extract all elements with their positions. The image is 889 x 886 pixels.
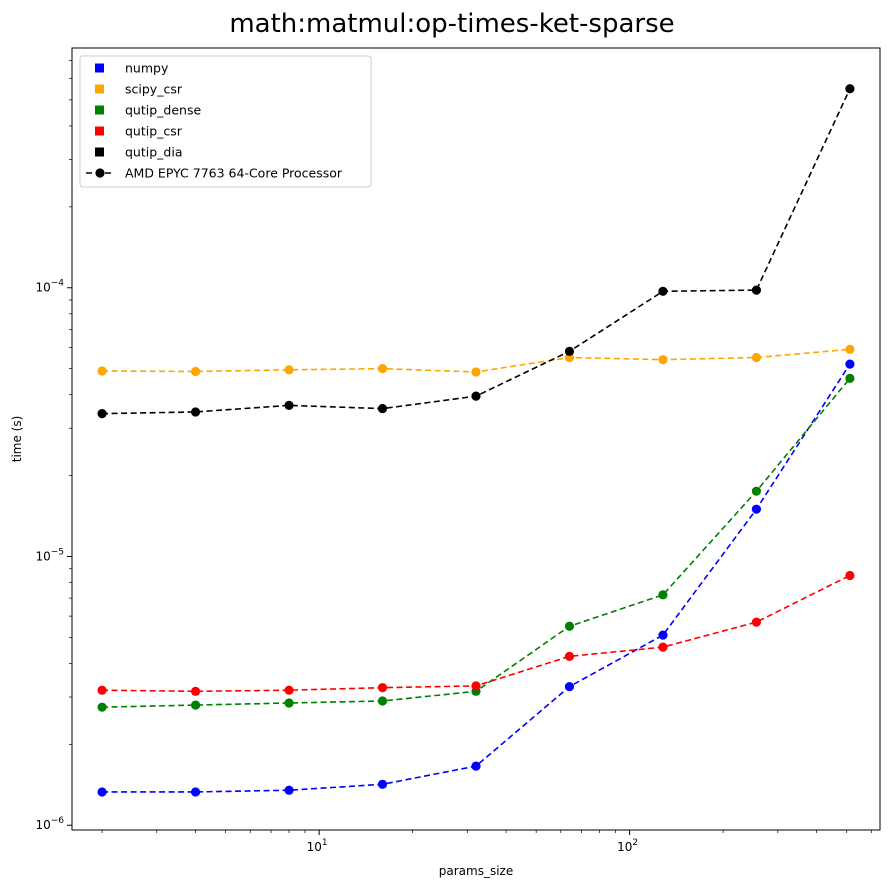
data-point-qutip_dia: [845, 84, 855, 94]
legend-item-scipy-csr: scipy_csr: [95, 82, 183, 97]
legend-marker: [95, 84, 104, 94]
y-tick-label: 10−5: [35, 547, 64, 563]
x-axis: 101 102: [101, 830, 872, 854]
data-point-qutip_dense: [845, 373, 855, 383]
data-point-scipy_csr: [471, 367, 481, 377]
series-qutip_csr: [97, 570, 855, 696]
plot-frame: [71, 47, 881, 831]
data-point-scipy_csr: [377, 364, 388, 374]
series-scipy_csr: [97, 344, 855, 377]
legend-item-amd-epyc-7763-64-core-processor: AMD EPYC 7763 64-Core Processor: [86, 166, 343, 181]
data-point-qutip_csr: [471, 681, 481, 691]
data-point-qutip_dia: [190, 407, 201, 417]
data-point-numpy: [751, 504, 762, 514]
y-tick-label: 10−4: [35, 279, 64, 295]
data-point-qutip_csr: [564, 651, 575, 661]
series-qutip_dia: [97, 84, 855, 419]
legend-item-qutip-dia: qutip_dia: [95, 145, 182, 160]
legend-box: [79, 55, 372, 188]
series-line-qutip_csr: [102, 574, 851, 693]
chart-title: math:matmul:op-times-ket-sparse: [229, 9, 674, 39]
data-point-qutip_dia: [658, 286, 668, 296]
legend-marker: [95, 168, 105, 178]
data-point-qutip_dia: [377, 404, 388, 414]
data-point-numpy: [564, 681, 575, 692]
data-point-numpy: [284, 785, 294, 795]
data-point-qutip_csr: [751, 617, 762, 627]
data-point-numpy: [377, 779, 388, 789]
data-point-scipy_csr: [190, 366, 201, 377]
plot-area: [97, 84, 855, 797]
data-point-scipy_csr: [284, 365, 294, 375]
x-tick-label: 102: [617, 838, 638, 854]
data-point-qutip_dia: [564, 346, 575, 356]
data-point-qutip_dia: [284, 400, 294, 410]
legend-label: AMD EPYC 7763 64-Core Processor: [125, 166, 343, 181]
data-point-scipy_csr: [97, 366, 107, 376]
legend-label: qutip_dense: [125, 103, 201, 118]
legend-item-numpy: numpy: [95, 61, 169, 76]
data-point-qutip_dia: [471, 391, 481, 401]
legend-label: numpy: [125, 61, 169, 76]
series-numpy: [97, 359, 855, 797]
legend-marker: [95, 147, 104, 157]
data-point-scipy_csr: [658, 355, 668, 365]
data-point-qutip_dense: [658, 590, 668, 600]
legend-item-qutip-csr: qutip_csr: [95, 124, 183, 139]
y-tick-label: 10−6: [35, 816, 64, 832]
data-point-qutip_dia: [97, 409, 107, 419]
legend-marker: [95, 105, 104, 115]
series-line-qutip_dense: [102, 377, 851, 708]
legend-label: qutip_csr: [125, 124, 183, 139]
data-point-qutip_dense: [751, 486, 762, 496]
legend-marker: [95, 126, 104, 136]
data-point-qutip_dense: [190, 700, 201, 710]
series-line-numpy: [102, 363, 851, 793]
data-point-numpy: [658, 630, 668, 640]
y-axis-label: time (s): [10, 416, 24, 463]
data-point-numpy: [471, 761, 481, 771]
legend: numpy scipy_csr qutip_dense qutip_csr qutip_…: [79, 55, 372, 188]
x-axis-label: params_size: [439, 864, 513, 878]
data-point-qutip_dense: [377, 696, 388, 706]
data-point-qutip_dia: [751, 285, 762, 295]
data-point-scipy_csr: [751, 352, 762, 363]
data-point-qutip_csr: [190, 686, 201, 696]
legend-item-qutip-dense: qutip_dense: [95, 103, 201, 118]
legend-label: scipy_csr: [125, 82, 183, 97]
data-point-numpy: [845, 359, 855, 369]
series-qutip_dense: [97, 373, 855, 712]
data-point-scipy_csr: [845, 344, 855, 354]
data-point-qutip_csr: [97, 685, 107, 695]
data-point-qutip_csr: [284, 685, 294, 695]
data-point-qutip_dense: [97, 702, 107, 712]
data-point-qutip_dense: [564, 621, 575, 631]
data-point-qutip_csr: [845, 570, 855, 581]
data-point-qutip_csr: [658, 642, 668, 652]
data-point-numpy: [190, 787, 201, 797]
y-axis: 10−6 10−5 10−4: [35, 60, 72, 832]
data-point-qutip_csr: [377, 683, 388, 693]
data-point-numpy: [97, 787, 107, 797]
legend-label: qutip_dia: [125, 145, 182, 160]
data-point-qutip_dense: [284, 698, 294, 708]
x-tick-label: 101: [307, 838, 328, 854]
legend-marker: [95, 63, 104, 73]
